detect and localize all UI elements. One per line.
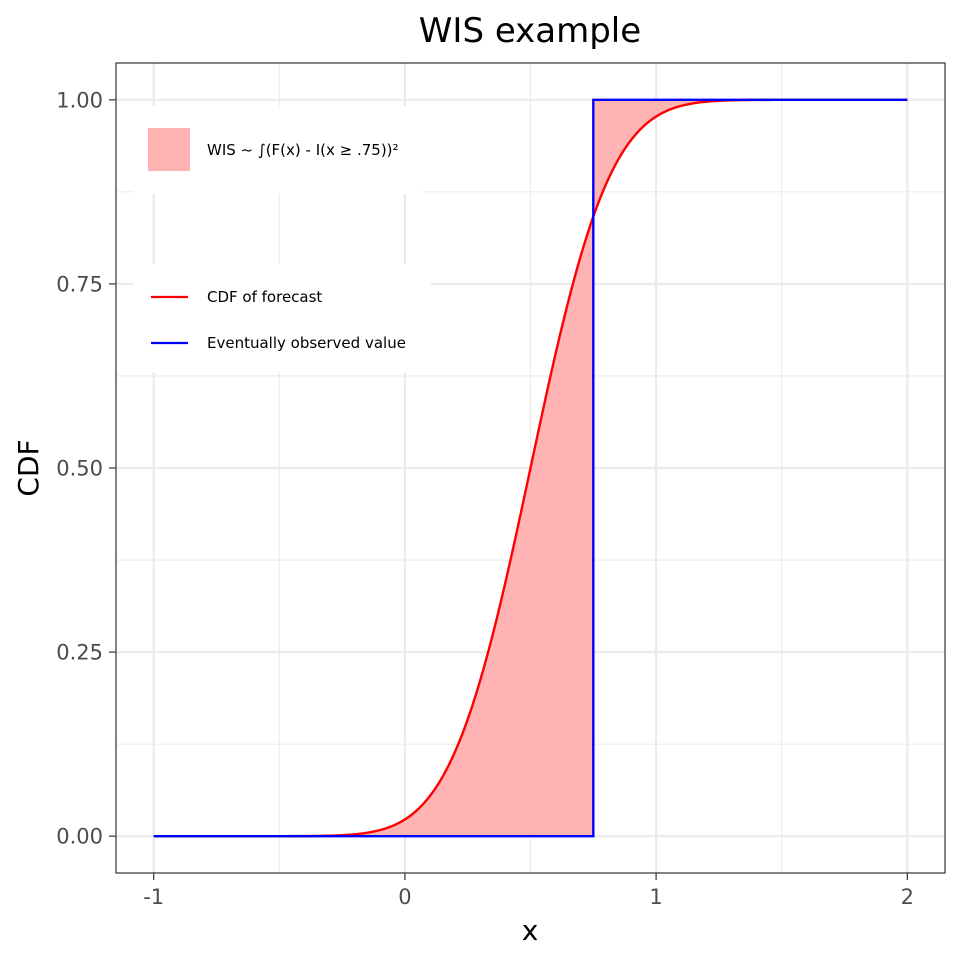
y-tick-label: 0.50 bbox=[56, 457, 103, 481]
x-axis-title: x bbox=[522, 914, 539, 947]
wis-area-layer bbox=[153, 99, 908, 837]
x-tick-label: 0 bbox=[398, 885, 411, 909]
wis-area-left bbox=[153, 216, 594, 837]
legend-fill-label: WIS ~ ∫(F(x) - I(x ≥ .75))² bbox=[207, 141, 399, 159]
chart-title: WIS example bbox=[419, 11, 641, 51]
legend-fill-key bbox=[148, 128, 190, 171]
legend-observed-label: Eventually observed value bbox=[207, 334, 406, 352]
wis-area-right bbox=[593, 99, 908, 217]
legend-fill: WIS ~ ∫(F(x) - I(x ≥ .75))² bbox=[133, 106, 423, 194]
y-tick-label: 1.00 bbox=[56, 88, 103, 112]
x-tick-label: 2 bbox=[901, 885, 914, 909]
legend-lines: CDF of forecast Eventually observed valu… bbox=[133, 264, 431, 372]
x-axis: -1 0 1 2 bbox=[143, 873, 914, 909]
y-tick-label: 0.00 bbox=[56, 825, 103, 849]
y-axis-title: CDF bbox=[12, 439, 45, 496]
lines-layer bbox=[153, 98, 908, 838]
x-tick-label: 1 bbox=[649, 885, 662, 909]
legend-forecast-label: CDF of forecast bbox=[207, 288, 322, 306]
legend-lines-background bbox=[133, 264, 431, 372]
observed-step-line bbox=[153, 98, 908, 838]
y-axis: 0.00 0.25 0.50 0.75 1.00 bbox=[56, 88, 116, 849]
x-tick-label: -1 bbox=[143, 885, 164, 909]
y-tick-label: 0.75 bbox=[56, 272, 103, 296]
y-tick-label: 0.25 bbox=[56, 641, 103, 665]
